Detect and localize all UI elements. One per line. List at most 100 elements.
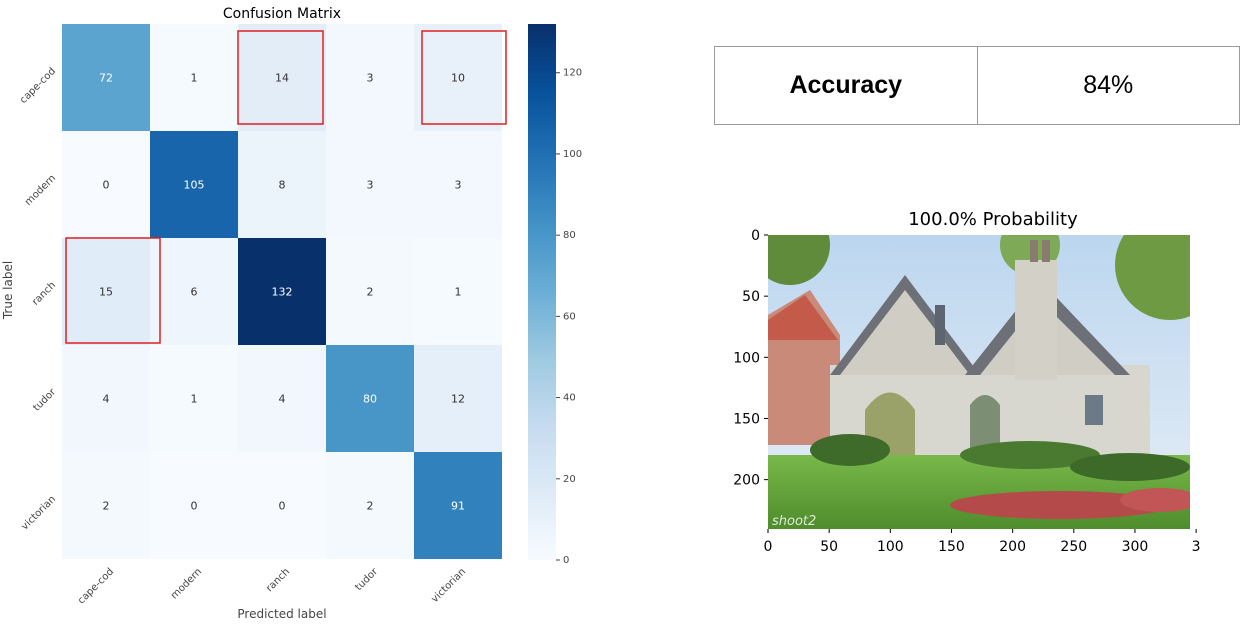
colorbar [528, 24, 556, 560]
image-y-tick-label: 150 [733, 411, 760, 427]
heatmap-cell [326, 452, 414, 559]
cell-value-label: 4 [279, 393, 286, 406]
cell-value-label: 0 [279, 500, 286, 513]
image-y-ticks: 0 50 100 150 200 [733, 228, 768, 489]
heatmap-cell [326, 24, 414, 131]
x-tick-label: ranch [264, 566, 292, 594]
y-tick-label: modern [23, 173, 58, 208]
colorbar-ticks: 0 20 40 60 80 100 120 [556, 68, 582, 566]
heatmap-cell [62, 238, 150, 345]
image-x-tick-label: 3 [1192, 539, 1200, 555]
y-axis-label: True label [1, 261, 15, 320]
cell-value-label: 105 [184, 179, 205, 192]
heatmap-cell [238, 131, 326, 238]
cell-value-label: 1 [191, 72, 198, 85]
heatmap-cell [326, 238, 414, 345]
heatmap-cell [150, 24, 238, 131]
y-tick-labels: cape-cod modern ranch tudor victorian [18, 66, 59, 533]
cell-value-label: 1 [455, 286, 462, 299]
y-tick-label: cape-cod [18, 66, 58, 106]
heatmap-cell [238, 238, 326, 345]
heatmap-cell [414, 238, 502, 345]
cell-value-label: 6 [191, 286, 198, 299]
highlight-box [65, 237, 161, 344]
heatmap-cell [62, 345, 150, 452]
colorbar-tick-label: 60 [563, 311, 576, 322]
image-y-tick-label: 200 [733, 473, 760, 489]
image-x-tick-label: 50 [820, 539, 838, 555]
heatmap-cell [62, 452, 150, 559]
x-tick-labels: cape-cod modern ranch tudor victorian [76, 566, 468, 607]
cell-value-label: 2 [103, 500, 110, 513]
cell-value-label: 2 [367, 500, 374, 513]
photo-watermark: shoot2 [772, 514, 816, 529]
cell-value-label: 132 [272, 286, 293, 299]
cell-value-label: 4 [103, 393, 110, 406]
accuracy-value: 84% [1083, 71, 1134, 99]
highlight-box [237, 30, 324, 125]
heatmap-cell [326, 131, 414, 238]
heatmap-cell [238, 452, 326, 559]
cell-value-label: 2 [367, 286, 374, 299]
cell-value-label: 1 [191, 393, 198, 406]
cell-value-label: 3 [367, 179, 374, 192]
cell-value-label: 14 [275, 72, 289, 85]
cell-value-label: 10 [451, 72, 465, 85]
heatmap-cells: 72 1 14 3 100 105 8 3 315 6 132 2 14 1 4 80 122 0 0 2 91 [62, 24, 502, 559]
colorbar-tick-label: 80 [563, 230, 576, 241]
y-tick-label: ranch [30, 280, 58, 308]
image-x-tick-label: 300 [1122, 539, 1149, 555]
cell-value-label: 72 [99, 72, 113, 85]
confusion-matrix-chart: Confusion Matrix 72 1 14 3 100 105 8 3 315 6 132 2 1… [1, 6, 582, 621]
colorbar-tick-label: 0 [563, 555, 569, 566]
cell-value-label: 8 [279, 179, 286, 192]
heatmap-cell [326, 345, 414, 452]
colorbar-tick-label: 20 [563, 474, 576, 485]
heatmap-cell [238, 345, 326, 452]
cell-value-label: 12 [451, 393, 465, 406]
heatmap-cell [62, 131, 150, 238]
heatmap-cell [150, 452, 238, 559]
image-x-ticks: 0 50 100 150 200 250 300 3 [764, 529, 1200, 555]
heatmap-cell [414, 345, 502, 452]
colorbar-tick-label: 120 [563, 68, 582, 79]
image-title: 100.0% Probability [908, 209, 1078, 230]
house-photo: shoot2 [768, 235, 1190, 529]
x-tick-label: tudor [353, 566, 380, 593]
x-tick-label: modern [169, 566, 204, 601]
y-tick-label: tudor [31, 386, 58, 413]
accuracy-table: Accuracy 84% [714, 46, 1240, 125]
heatmap-cell [62, 24, 150, 131]
cell-value-label: 3 [455, 179, 462, 192]
image-x-tick-label: 150 [938, 539, 965, 555]
heatmap-cell [414, 452, 502, 559]
colorbar-tick-label: 40 [563, 393, 576, 404]
image-y-tick-label: 0 [751, 228, 760, 244]
heatmap-cell [150, 238, 238, 345]
colorbar-tick-label: 100 [563, 149, 582, 160]
image-y-tick-label: 100 [733, 350, 760, 366]
image-x-tick-label: 0 [764, 539, 773, 555]
y-tick-label: victorian [20, 494, 59, 533]
prediction-image-plot: 100.0% Probability shoot2 0 50 100 150 200 25… [733, 209, 1200, 555]
x-tick-label: victorian [430, 566, 469, 605]
image-x-tick-label: 100 [877, 539, 904, 555]
heatmap-cell [414, 24, 502, 131]
cell-value-label: 3 [367, 72, 374, 85]
highlight-boxes [65, 30, 507, 344]
chart-title: Confusion Matrix [223, 6, 341, 22]
heatmap-cell [414, 131, 502, 238]
highlight-box [421, 30, 507, 125]
x-axis-label: Predicted label [237, 607, 326, 621]
accuracy-label: Accuracy [715, 47, 978, 124]
image-y-tick-label: 50 [742, 289, 760, 305]
cell-value-label: 15 [99, 286, 113, 299]
heatmap-cell [150, 131, 238, 238]
heatmap-cell [150, 345, 238, 452]
cell-value-label: 0 [103, 179, 110, 192]
cell-value-label: 0 [191, 500, 198, 513]
x-tick-label: cape-cod [76, 566, 116, 606]
image-x-tick-label: 200 [999, 539, 1026, 555]
cell-value-label: 91 [451, 500, 465, 513]
heatmap-cell [238, 24, 326, 131]
